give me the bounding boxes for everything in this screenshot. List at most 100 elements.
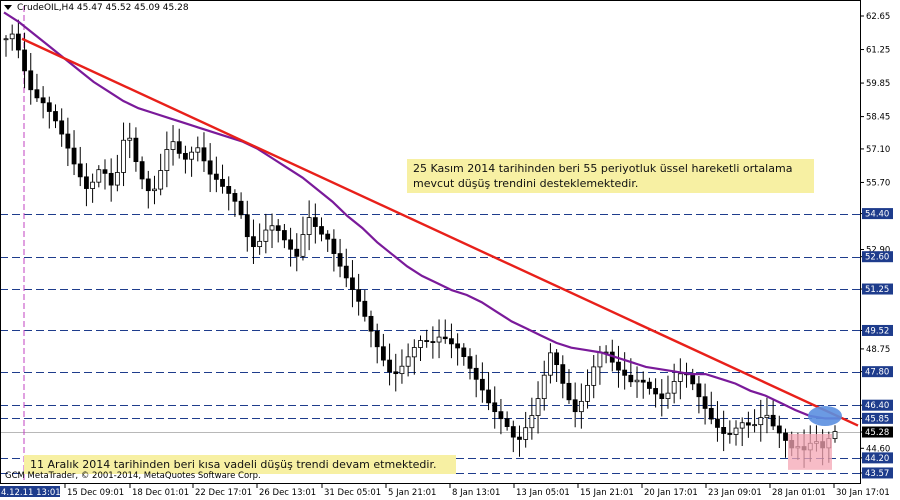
candle [424,329,430,348]
candle [739,417,745,447]
y-tick-label: 54.40 [865,210,889,220]
x-tick-label: 22 Dec 17:01 [195,488,252,498]
x-tick-label: 20 Jan 17:01 [644,488,698,498]
x-tick-label: 18 Dec 01:01 [132,488,189,498]
candle [541,360,547,411]
candle [350,260,355,308]
candle [492,386,498,429]
candle [257,223,263,255]
candle [312,203,318,244]
header-text: CrudeOIL,H4 45.47 45.52 45.09 45.28 [17,3,189,13]
candle [764,397,770,434]
candle [405,343,411,377]
y-axis: 62.65 61.25 59.85 58.45 57.10 55.70 54.40 52.90… [860,12,893,479]
trendline-path [21,37,859,427]
candle [783,428,788,458]
x-axis: 4.12.11 13:01 15 Dec 09:01 18 Dec 01:01 22 … [0,484,890,498]
candle [28,52,34,105]
candle [715,401,720,442]
candle [269,213,275,249]
y-tick-label: 59.85 [866,79,890,89]
dropdown-triangle-icon [4,5,12,10]
price-level-box [862,452,893,464]
candle [114,154,120,192]
candle [170,125,176,166]
candle [745,411,751,438]
candle [127,122,133,159]
candle [195,136,201,162]
candle [665,375,671,409]
horizontal-levels [0,214,860,474]
candle [331,229,337,272]
blue-ellipse [808,405,842,426]
candle [213,156,219,193]
candle [510,420,516,453]
candle [702,383,708,425]
candle [585,369,590,409]
candle [238,192,244,219]
candle [708,391,714,425]
x-tick-label: 31 Dec 05:01 [324,488,381,498]
candle [102,159,108,190]
candle [535,381,541,434]
candle [158,153,164,196]
y-tick-label: 58.45 [866,113,890,123]
candle [461,343,467,366]
annotation-short-trend: 11 Aralık 2014 tarihinden beri kısa vade… [24,455,456,474]
y-tick-label: 52.90 [866,246,890,256]
candle [34,73,40,102]
candle [616,345,621,388]
candle [71,130,77,176]
candle [343,248,349,288]
candle [418,335,423,362]
candle [566,369,572,404]
y-tick-label: 47.80 [865,368,889,378]
y-tick-label: 49.52 [865,326,889,336]
candle [96,165,102,188]
y-tick-label: 62.65 [866,12,890,22]
candle [207,143,213,193]
candle [9,24,15,51]
candle [288,227,293,267]
candle [164,131,170,188]
candle [578,383,584,429]
highlight-box [788,433,832,470]
candle [3,35,9,57]
y-tick-label: 46.40 [865,401,889,411]
candle [275,219,281,243]
candle [368,310,374,348]
candle [90,173,96,203]
x-tick-label: 5 Jan 21:01 [388,488,436,498]
candle [832,425,838,443]
candle [53,104,58,129]
candle [467,348,473,380]
candle [733,420,739,446]
x-tick-label: 26 Dec 13:01 [259,488,316,498]
candle [294,233,300,272]
price-level-box [862,412,893,424]
candle [727,420,733,444]
price-level-box [862,426,893,438]
y-tick-label: 48.75 [866,345,890,355]
candle [572,382,578,428]
candle [399,349,405,384]
candle [455,333,461,366]
candle [362,289,368,322]
candle [393,353,399,392]
candle [281,223,287,249]
candle [65,117,71,167]
candle [46,96,52,129]
y-tick-label: 52.60 [865,253,889,263]
candle [40,86,46,119]
candle [640,371,646,399]
candle [504,411,510,431]
candle [696,376,702,414]
y-tick-label: 43.57 [865,469,889,479]
y-tick-label: 44.20 [865,454,889,464]
price-level-box [862,399,893,411]
candle [752,409,757,433]
candle [356,273,362,316]
x-tick-label: 28 Jan 01:01 [772,488,826,498]
candle [59,108,65,147]
